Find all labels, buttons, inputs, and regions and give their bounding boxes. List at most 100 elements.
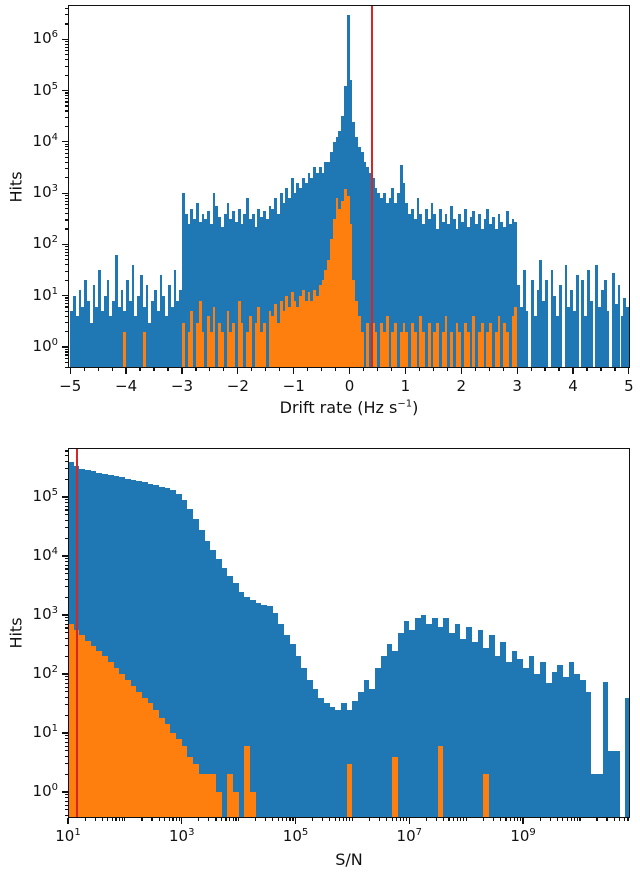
y-axis-minor-tick xyxy=(65,623,68,625)
histogram-bar xyxy=(600,289,604,368)
x-axis-minor-tick xyxy=(94,818,96,821)
histogram-bar xyxy=(409,629,415,818)
histogram-bar xyxy=(75,316,79,368)
histogram-bar xyxy=(240,224,244,368)
y-axis-minor-tick xyxy=(65,246,68,248)
x-axis-minor-tick xyxy=(107,818,109,821)
histogram-bar xyxy=(307,291,311,368)
histogram-bar xyxy=(268,311,272,368)
histogram-bar xyxy=(210,774,216,818)
histogram-bar xyxy=(486,208,490,368)
histogram-bar xyxy=(471,641,478,818)
x-axis-minor-tick xyxy=(279,368,281,371)
histogram-bar xyxy=(366,167,370,368)
histogram-bar xyxy=(86,300,90,368)
x-axis-major-tick xyxy=(522,818,524,824)
histogram-bar xyxy=(553,295,557,368)
x-axis-minor-tick xyxy=(435,818,438,821)
y-axis-minor-tick xyxy=(65,704,68,706)
x-axis-minor-tick xyxy=(492,818,494,821)
histogram-bar xyxy=(380,198,384,368)
x-tick-label: 2 xyxy=(456,377,467,395)
x-axis-minor-tick xyxy=(322,818,324,821)
x-axis-minor-tick xyxy=(97,368,99,371)
histogram-bar xyxy=(568,661,575,818)
histogram-bar xyxy=(246,198,249,368)
y-tick-label: 102 xyxy=(32,664,58,682)
histogram-bar xyxy=(517,658,524,818)
y-axis-minor-tick xyxy=(65,655,68,657)
y-axis-minor-tick xyxy=(65,686,68,688)
histogram-bar xyxy=(254,226,258,368)
histogram-bar xyxy=(437,626,444,818)
x-axis-minor-tick xyxy=(513,818,515,821)
axis-spine xyxy=(68,366,630,368)
y-tick-label: 106 xyxy=(32,29,58,48)
x-axis-minor-tick xyxy=(111,368,113,371)
histogram-bar xyxy=(380,322,384,368)
histogram-bar xyxy=(271,316,275,368)
y-axis-minor-tick xyxy=(65,741,68,743)
histogram-bar xyxy=(107,661,114,818)
y-axis-minor-tick xyxy=(65,354,68,356)
histogram-bar xyxy=(466,626,472,818)
x-axis-major-tick xyxy=(67,818,69,824)
y-axis-minor-tick xyxy=(65,161,68,163)
x-axis-minor-tick xyxy=(282,818,284,821)
x-axis-minor-tick xyxy=(446,368,448,371)
y-axis-minor-tick xyxy=(65,105,68,107)
histogram-bar xyxy=(602,681,609,818)
histogram-bar xyxy=(141,697,148,818)
x-axis-label-drift-close: ) xyxy=(412,398,419,417)
x-axis-minor-tick xyxy=(452,818,455,821)
x-axis-minor-tick xyxy=(378,818,381,821)
x-tick-label: 107 xyxy=(396,827,423,845)
histogram-bar xyxy=(232,792,239,818)
histogram-bar xyxy=(369,688,376,818)
histogram-bar xyxy=(279,193,283,368)
histogram-bar xyxy=(181,193,185,368)
histogram-bar xyxy=(346,709,353,818)
histogram-bar xyxy=(306,679,313,818)
x-tick-label: 105 xyxy=(282,827,309,845)
histogram-bar xyxy=(136,691,142,818)
histogram-bar xyxy=(377,193,381,368)
y-axis-minor-tick xyxy=(65,578,68,581)
histogram-bar xyxy=(207,210,210,368)
histogram-bar xyxy=(394,203,398,368)
histogram-bar xyxy=(413,218,417,368)
x-axis-minor-tick xyxy=(623,818,625,821)
y-axis-minor-tick xyxy=(65,505,68,507)
histogram-bar xyxy=(488,635,495,818)
histogram-bar xyxy=(147,703,154,818)
y-axis-minor-tick xyxy=(65,116,68,119)
histogram-bar xyxy=(290,177,294,368)
x-tick-label: 3 xyxy=(512,377,522,395)
y-axis-minor-tick xyxy=(65,321,68,324)
histogram-bar xyxy=(235,221,238,368)
histogram-bar xyxy=(444,213,448,368)
histogram-bar xyxy=(508,224,512,368)
threshold-line xyxy=(75,448,79,818)
histogram-bar xyxy=(419,316,423,368)
histogram-bar xyxy=(455,229,459,368)
x-axis-minor-tick xyxy=(346,818,348,821)
y-axis-minor-tick xyxy=(65,92,68,94)
x-axis-minor-tick xyxy=(460,818,462,821)
histogram-bar xyxy=(173,269,177,368)
histogram-bar xyxy=(187,331,191,368)
histogram-bar xyxy=(416,198,420,368)
y-axis-minor-tick xyxy=(65,450,68,452)
histogram-bar xyxy=(357,316,361,368)
histogram-bar xyxy=(489,224,492,368)
histogram-bar xyxy=(212,193,216,368)
histogram-bar xyxy=(391,331,395,368)
histogram-bar xyxy=(399,331,403,368)
x-tick-label: 0 xyxy=(344,377,355,395)
y-axis-minor-tick xyxy=(65,7,68,10)
histogram-bar xyxy=(352,280,356,368)
histogram-bar xyxy=(181,322,185,368)
histogram-bar xyxy=(403,620,410,818)
histogram-bar xyxy=(218,216,222,368)
y-tick-label: 103 xyxy=(32,605,58,623)
